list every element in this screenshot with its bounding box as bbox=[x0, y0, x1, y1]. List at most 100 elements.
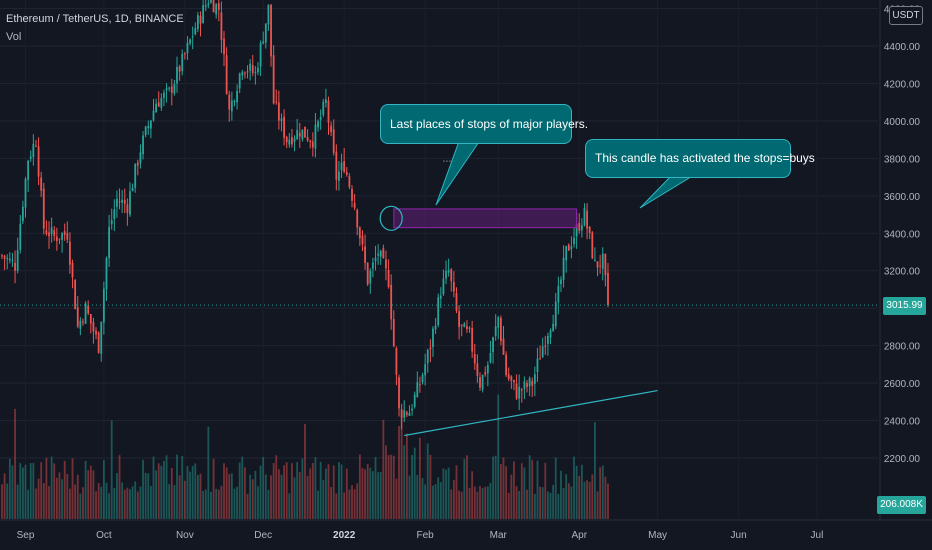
candle-body-193 bbox=[505, 354, 508, 376]
volume-bar-107 bbox=[280, 474, 283, 519]
candle-body-42 bbox=[110, 220, 113, 225]
candle-body-112 bbox=[293, 138, 296, 142]
candle-body-200 bbox=[523, 381, 526, 389]
volume-bar-21 bbox=[55, 477, 58, 519]
volume-bar-30 bbox=[79, 493, 82, 519]
volume-bar-1 bbox=[3, 473, 6, 519]
candle-body-1 bbox=[3, 255, 6, 259]
candle-body-52 bbox=[136, 162, 139, 166]
volume-bar-167 bbox=[437, 477, 440, 519]
time-tick-label-0: Sep bbox=[17, 530, 35, 541]
volume-bar-60 bbox=[157, 463, 160, 519]
candle-body-136 bbox=[356, 209, 359, 228]
candle-body-159 bbox=[416, 382, 419, 397]
candle-body-27 bbox=[71, 262, 74, 278]
time-tick-label-7: Apr bbox=[571, 530, 587, 541]
candle-body-218 bbox=[570, 246, 573, 250]
volume-bar-98 bbox=[257, 486, 259, 519]
volume-bar-226 bbox=[591, 474, 594, 519]
volume-bar-133 bbox=[348, 489, 351, 519]
candle-body-73 bbox=[191, 36, 194, 38]
volume-bar-27 bbox=[71, 458, 74, 519]
volume-bar-169 bbox=[442, 468, 445, 519]
volume-value-tag: 206.008K bbox=[877, 496, 926, 514]
candle-body-172 bbox=[450, 269, 453, 282]
candle-body-161 bbox=[421, 374, 424, 383]
candle-body-41 bbox=[108, 226, 110, 259]
candle-body-24 bbox=[63, 231, 66, 235]
volume-bar-122 bbox=[319, 461, 322, 519]
volume-bar-230 bbox=[601, 465, 604, 519]
volume-bar-160 bbox=[419, 437, 421, 519]
volume-bar-196 bbox=[513, 461, 515, 519]
candle-body-190 bbox=[497, 317, 500, 328]
volume-bar-228 bbox=[596, 491, 599, 519]
candle-body-66 bbox=[173, 84, 176, 94]
volume-bar-82 bbox=[215, 488, 218, 519]
candle-body-88 bbox=[230, 100, 233, 112]
volume-bar-187 bbox=[489, 482, 492, 519]
candle-body-124 bbox=[324, 99, 327, 103]
volume-bar-9 bbox=[24, 464, 27, 519]
candle-body-86 bbox=[225, 55, 228, 94]
candle-body-219 bbox=[573, 237, 575, 245]
volume-bar-131 bbox=[343, 492, 346, 519]
volume-bar-8 bbox=[21, 467, 24, 519]
candle-body-131 bbox=[343, 161, 346, 172]
candle-body-216 bbox=[565, 246, 568, 261]
price-tick-label-10: 2600.00 bbox=[884, 379, 921, 390]
time-tick-label-6: Mar bbox=[490, 530, 508, 541]
candle-body-231 bbox=[604, 253, 607, 276]
candle-body-84 bbox=[220, 12, 223, 40]
volume-bar-111 bbox=[291, 463, 293, 519]
volume-bar-66 bbox=[173, 485, 176, 519]
volume-bar-152 bbox=[398, 425, 400, 519]
candle-body-101 bbox=[264, 23, 267, 43]
candle-body-148 bbox=[387, 269, 390, 287]
volume-bar-150 bbox=[392, 455, 395, 519]
volume-bar-224 bbox=[586, 480, 588, 519]
volume-bar-227 bbox=[594, 422, 596, 519]
candle-body-194 bbox=[507, 374, 510, 379]
candle-body-64 bbox=[168, 87, 171, 89]
volume-bar-145 bbox=[379, 471, 382, 519]
volume-bar-72 bbox=[189, 471, 191, 519]
candle-body-49 bbox=[129, 191, 131, 215]
volume-bar-42 bbox=[110, 420, 113, 519]
volume-bar-113 bbox=[296, 462, 299, 519]
candle-body-226 bbox=[591, 232, 594, 259]
volume-bar-19 bbox=[50, 456, 53, 519]
candle-body-70 bbox=[183, 53, 186, 55]
currency-badge[interactable]: USDT bbox=[889, 6, 923, 25]
volume-bar-0 bbox=[1, 484, 3, 519]
candle-body-153 bbox=[400, 409, 403, 418]
candle-body-107 bbox=[280, 118, 283, 121]
price-tick-label-7: 3200.00 bbox=[884, 267, 921, 278]
candle-body-211 bbox=[552, 323, 555, 332]
candle-body-134 bbox=[351, 188, 353, 201]
volume-bar-164 bbox=[429, 454, 432, 519]
volume-bar-67 bbox=[176, 454, 178, 519]
candle-body-72 bbox=[189, 39, 191, 44]
candle-body-78 bbox=[204, 5, 207, 8]
volume-bar-175 bbox=[458, 490, 460, 519]
volume-bar-65 bbox=[170, 468, 173, 519]
candle-body-217 bbox=[567, 244, 570, 251]
candle-body-79 bbox=[207, 3, 210, 6]
volume-bar-52 bbox=[136, 491, 139, 519]
volume-bar-92 bbox=[241, 456, 244, 519]
volume-bar-53 bbox=[139, 486, 142, 519]
candle-body-104 bbox=[272, 55, 275, 104]
callout-activated-stops[interactable]: This candle has activated the stops=buys bbox=[585, 139, 815, 178]
callout-stops-major-players[interactable]: Last places of stops of major players. bbox=[380, 104, 588, 144]
volume-bar-203 bbox=[531, 459, 534, 519]
volume-bar-48 bbox=[126, 487, 129, 519]
volume-bar-124 bbox=[324, 468, 327, 519]
volume-bar-125 bbox=[327, 464, 330, 519]
volume-bar-170 bbox=[445, 469, 447, 519]
volume-bar-210 bbox=[549, 492, 552, 519]
volume-bar-127 bbox=[332, 465, 335, 519]
volume-bar-180 bbox=[471, 471, 474, 519]
candle-body-228 bbox=[596, 261, 599, 268]
